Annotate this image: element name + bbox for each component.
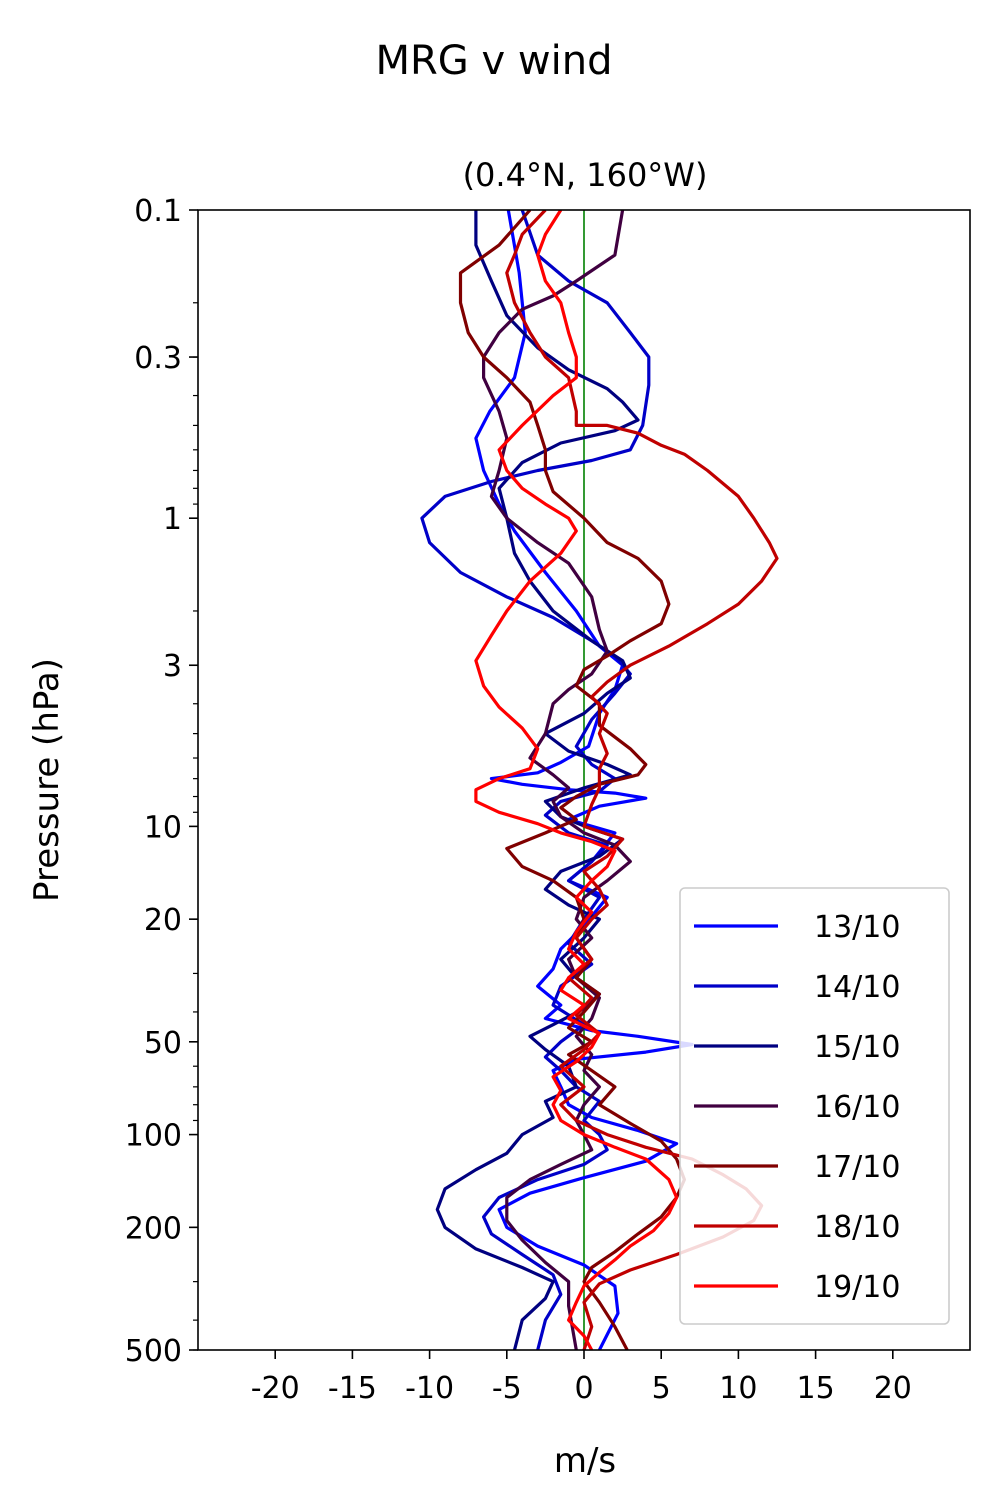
y-tick-label: 500 bbox=[125, 1334, 182, 1369]
plot-area bbox=[197, 209, 971, 1351]
legend-label: 17/10 bbox=[814, 1150, 900, 1185]
x-tick-label: 0 bbox=[574, 1371, 593, 1406]
y-tick-label: 200 bbox=[125, 1211, 182, 1246]
y-tick-label: 20 bbox=[144, 903, 182, 938]
y-tick-label: 3 bbox=[163, 649, 182, 684]
y-tick-label: 50 bbox=[144, 1026, 182, 1061]
legend-label: 16/10 bbox=[814, 1090, 900, 1125]
y-axis: 0.1 0.3 1 3 10 20 50 100 200 500 bbox=[125, 194, 198, 1369]
y-axis-minor-ticks bbox=[193, 302, 198, 1351]
legend-label: 14/10 bbox=[814, 970, 900, 1005]
legend-box bbox=[679, 887, 950, 1325]
x-tick-label: -10 bbox=[405, 1371, 454, 1406]
x-tick-label: 20 bbox=[874, 1371, 912, 1406]
legend-label: 18/10 bbox=[814, 1210, 900, 1245]
y-tick-label: 100 bbox=[125, 1119, 182, 1154]
x-axis-label: m/s bbox=[554, 1441, 616, 1481]
x-tick-label: 10 bbox=[719, 1371, 757, 1406]
figure-suptitle: MRG v wind bbox=[376, 38, 613, 84]
legend-label: 19/10 bbox=[814, 1270, 900, 1305]
legend-label: 15/10 bbox=[814, 1030, 900, 1065]
x-tick-label: -5 bbox=[492, 1371, 522, 1406]
series-line-2 bbox=[420, 210, 651, 1350]
series-line-7 bbox=[474, 210, 679, 1350]
legend-label: 13/10 bbox=[814, 910, 900, 945]
y-tick-label: 10 bbox=[144, 810, 182, 845]
x-axis: -20 -15 -10 -5 0 5 10 15 20 bbox=[251, 1350, 912, 1406]
y-tick-label: 1 bbox=[163, 502, 182, 537]
series-line-4 bbox=[482, 210, 632, 1350]
y-axis-label: Pressure (hPa) bbox=[27, 658, 67, 902]
chart-title: (0.4°N, 160°W) bbox=[463, 156, 708, 194]
legend: 13/10 14/10 15/10 16/10 17/10 18/10 19/10 bbox=[679, 887, 950, 1325]
x-tick-label: 5 bbox=[652, 1371, 671, 1406]
series-layer bbox=[420, 210, 779, 1350]
y-tick-label: 0.3 bbox=[134, 341, 182, 376]
series-line-5 bbox=[458, 210, 686, 1350]
x-tick-label: -15 bbox=[328, 1371, 377, 1406]
x-tick-label: -20 bbox=[251, 1371, 300, 1406]
x-tick-label: 15 bbox=[797, 1371, 835, 1406]
series-line-1 bbox=[474, 210, 694, 1350]
y-tick-label: 0.1 bbox=[134, 194, 182, 229]
